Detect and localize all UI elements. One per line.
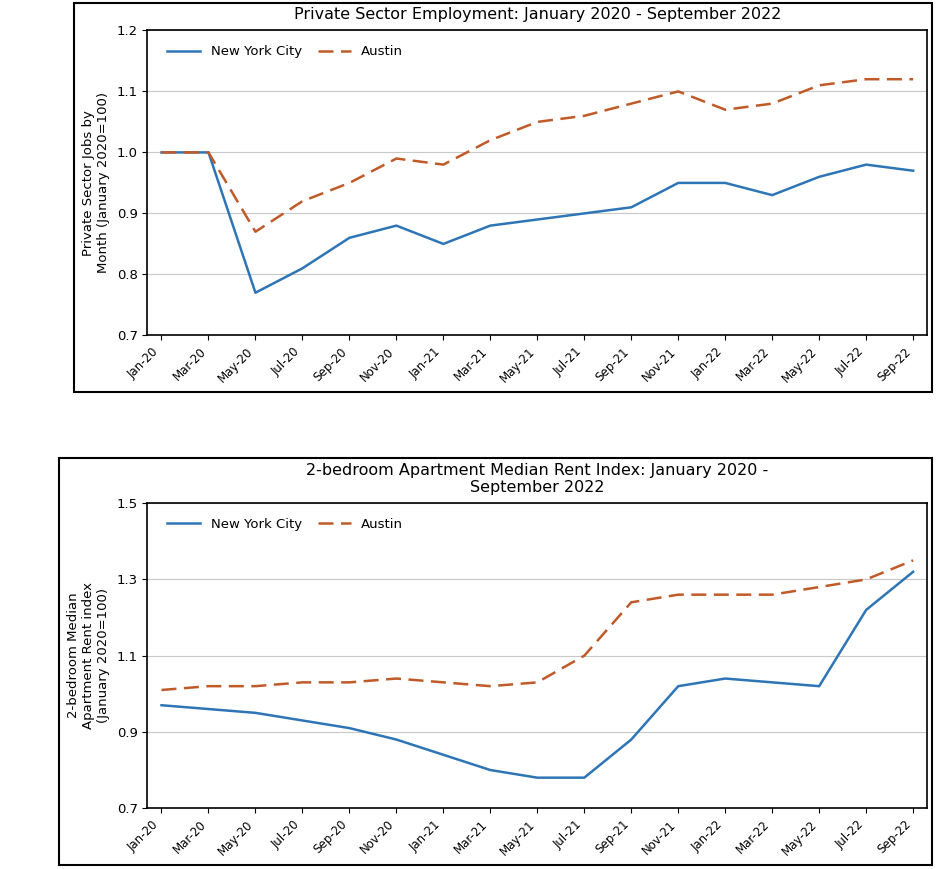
New York City bbox=[578, 773, 590, 783]
New York City bbox=[297, 263, 308, 274]
Y-axis label: 2-bedroom Median
Apartment Rent index
(January 2020=100): 2-bedroom Median Apartment Rent index (J… bbox=[67, 582, 109, 729]
Austin bbox=[578, 110, 590, 121]
Austin bbox=[437, 677, 449, 687]
New York City bbox=[813, 681, 825, 692]
Title: Private Sector Employment: January 2020 - September 2022: Private Sector Employment: January 2020 … bbox=[294, 7, 781, 23]
Austin bbox=[813, 582, 825, 593]
New York City bbox=[532, 215, 543, 225]
New York City bbox=[156, 147, 167, 157]
Austin bbox=[861, 74, 872, 84]
Austin bbox=[250, 681, 262, 692]
Austin bbox=[297, 677, 308, 687]
New York City bbox=[767, 190, 778, 201]
New York City bbox=[391, 734, 402, 745]
New York City bbox=[485, 221, 496, 231]
Austin bbox=[391, 153, 402, 163]
Austin bbox=[532, 677, 543, 687]
Austin bbox=[203, 681, 214, 692]
Legend: New York City, Austin: New York City, Austin bbox=[162, 40, 408, 63]
New York City bbox=[578, 209, 590, 219]
Line: New York City: New York City bbox=[162, 572, 913, 778]
Austin bbox=[767, 589, 778, 600]
New York City bbox=[720, 177, 731, 188]
New York City bbox=[343, 723, 355, 733]
New York City bbox=[437, 239, 449, 249]
Austin bbox=[437, 159, 449, 169]
New York City bbox=[672, 681, 684, 692]
Austin bbox=[156, 685, 167, 695]
Line: Austin: Austin bbox=[162, 561, 913, 690]
Austin bbox=[861, 574, 872, 585]
Title: 2-bedroom Apartment Median Rent Index: January 2020 -
September 2022: 2-bedroom Apartment Median Rent Index: J… bbox=[306, 462, 768, 495]
Austin bbox=[578, 651, 590, 661]
New York City bbox=[437, 750, 449, 760]
Austin bbox=[767, 98, 778, 109]
Austin bbox=[672, 86, 684, 96]
Austin bbox=[907, 555, 919, 566]
New York City bbox=[861, 159, 872, 169]
Austin bbox=[343, 177, 355, 188]
Austin bbox=[907, 74, 919, 84]
Austin bbox=[813, 80, 825, 90]
New York City bbox=[485, 765, 496, 775]
New York City bbox=[626, 202, 637, 213]
New York City bbox=[297, 715, 308, 726]
Austin bbox=[203, 147, 214, 157]
New York City bbox=[813, 171, 825, 182]
New York City bbox=[343, 233, 355, 243]
New York City bbox=[156, 700, 167, 711]
Austin bbox=[297, 196, 308, 207]
Austin bbox=[485, 135, 496, 145]
Line: New York City: New York City bbox=[162, 152, 913, 293]
New York City bbox=[861, 605, 872, 615]
Austin bbox=[626, 597, 637, 607]
Austin bbox=[720, 104, 731, 115]
New York City bbox=[907, 567, 919, 577]
New York City bbox=[907, 165, 919, 176]
New York City bbox=[767, 677, 778, 687]
Austin bbox=[343, 677, 355, 687]
Y-axis label: Private Sector Jobs by
Month (January 2020=100): Private Sector Jobs by Month (January 20… bbox=[82, 92, 109, 274]
Austin bbox=[532, 116, 543, 127]
Austin bbox=[391, 673, 402, 684]
New York City bbox=[391, 221, 402, 231]
New York City bbox=[672, 177, 684, 188]
New York City bbox=[532, 773, 543, 783]
Austin bbox=[250, 227, 262, 237]
Austin bbox=[156, 147, 167, 157]
New York City bbox=[203, 704, 214, 714]
Legend: New York City, Austin: New York City, Austin bbox=[162, 513, 408, 536]
Austin bbox=[626, 98, 637, 109]
Austin bbox=[672, 589, 684, 600]
New York City bbox=[250, 707, 262, 718]
New York City bbox=[250, 288, 262, 298]
Austin bbox=[485, 681, 496, 692]
New York City bbox=[720, 673, 731, 684]
New York City bbox=[626, 734, 637, 745]
Line: Austin: Austin bbox=[162, 79, 913, 232]
New York City bbox=[203, 147, 214, 157]
Austin bbox=[720, 589, 731, 600]
